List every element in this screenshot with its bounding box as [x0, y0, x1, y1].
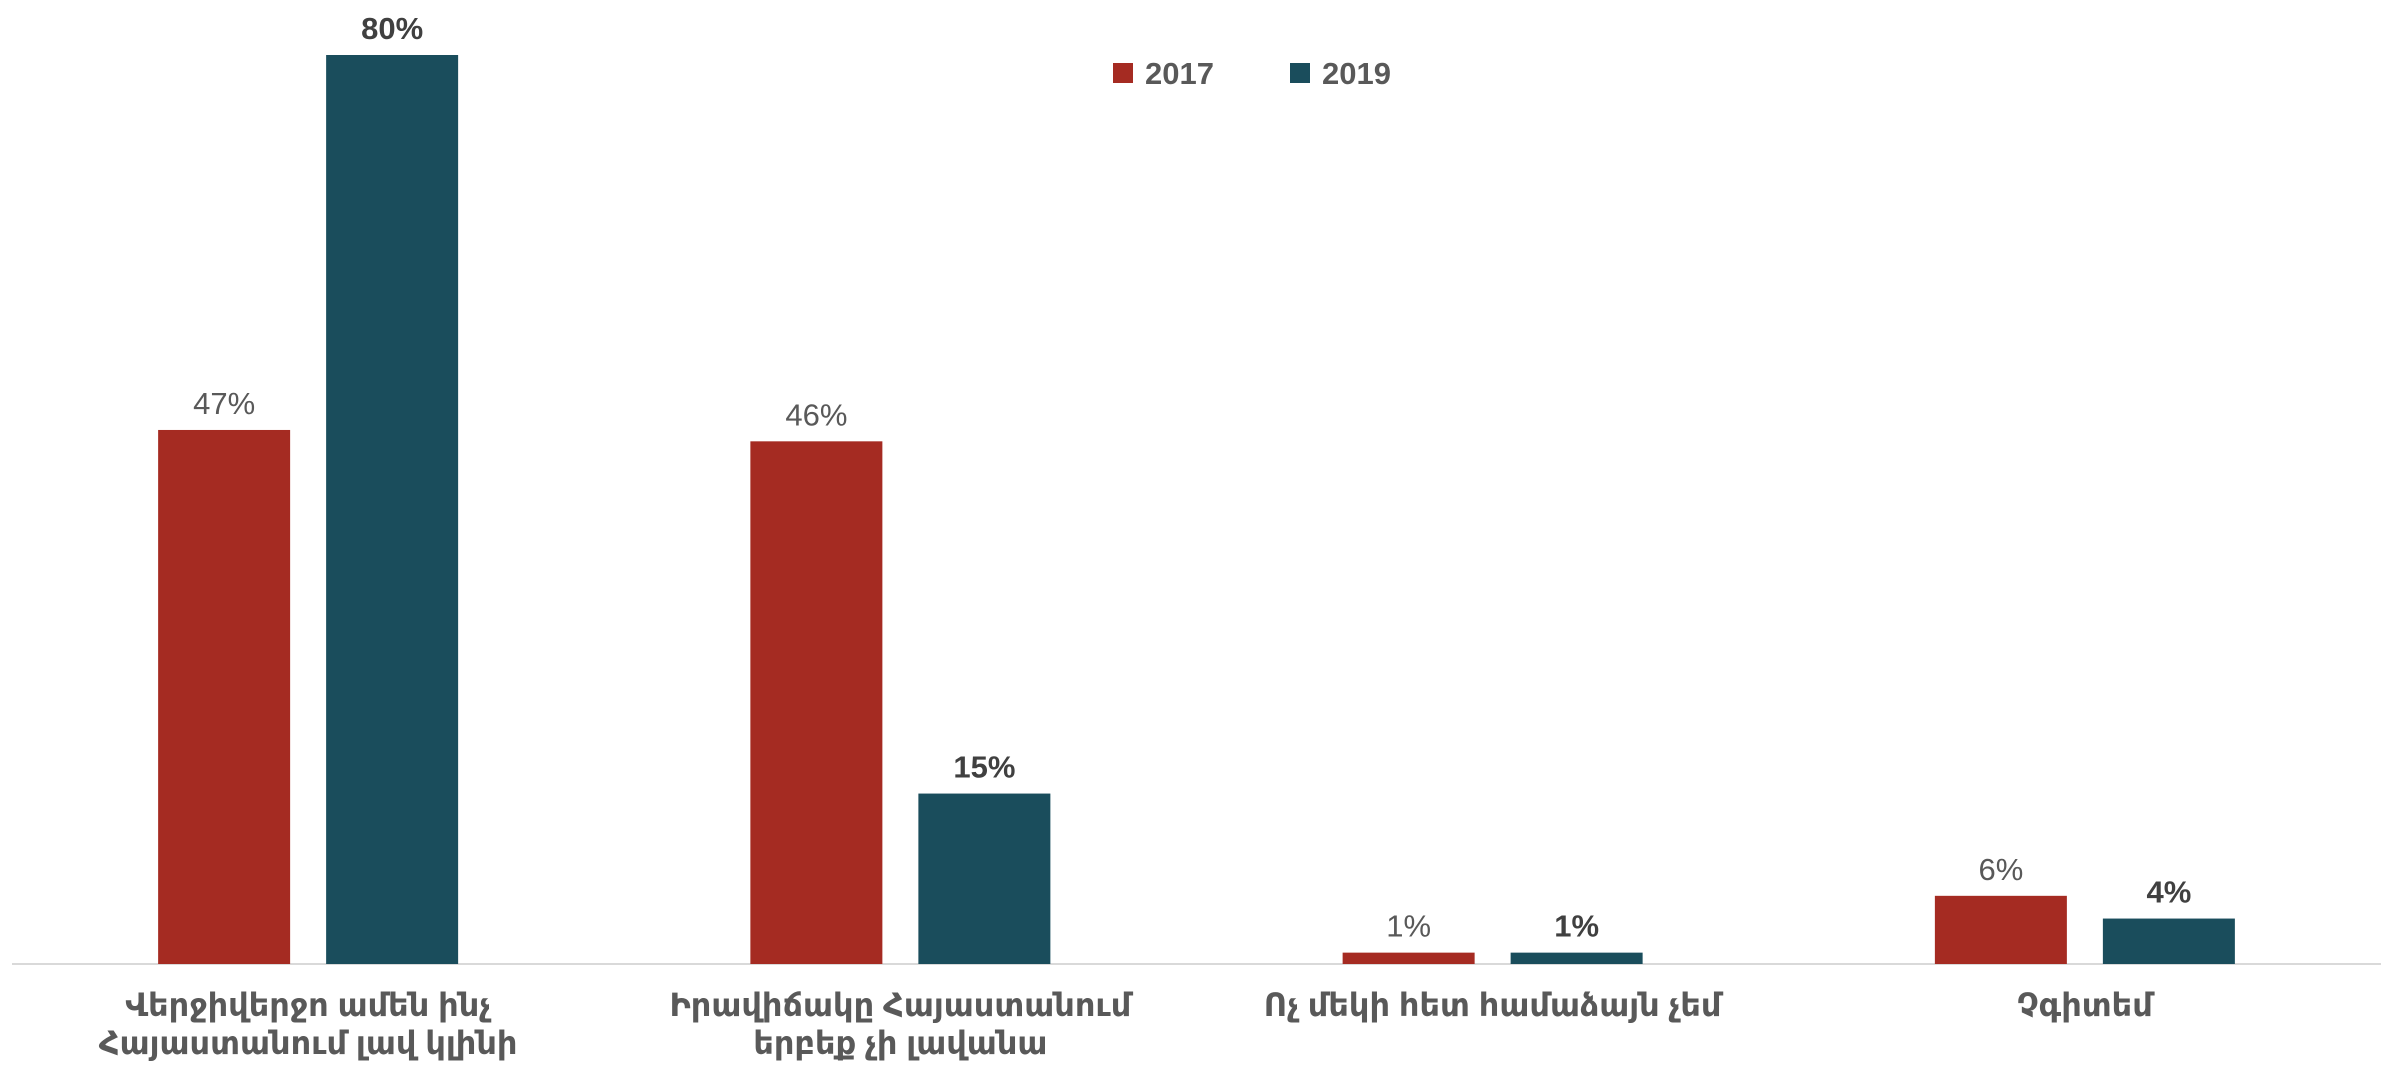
value-label: 1%: [1554, 909, 1599, 944]
bar: [326, 55, 459, 964]
bar: [158, 429, 291, 964]
legend-label: 2017: [1145, 56, 1214, 91]
x-tick-label: Ոչ մեկի հետ համաձայն չեմ: [1263, 987, 1722, 1023]
value-label: 46%: [785, 397, 847, 432]
value-label: 6%: [1978, 852, 2023, 887]
value-label: 4%: [2146, 875, 2191, 910]
bar: [918, 793, 1051, 964]
value-label: 1%: [1386, 909, 1431, 944]
bar: [1510, 952, 1643, 964]
value-label: 15%: [953, 750, 1015, 785]
x-tick-label: Չգիտեմ: [2017, 987, 2153, 1023]
bar: [2102, 918, 2235, 964]
value-label: 80%: [361, 11, 423, 46]
bar: [1342, 952, 1475, 964]
bar: [750, 441, 883, 964]
legend-swatch: [1290, 63, 1310, 83]
bar: [1934, 895, 2067, 964]
legend-label: 2019: [1322, 56, 1391, 91]
x-tick-label: Իրավիճակը Հայաստանում երբեք չի լավանա: [669, 987, 1132, 1061]
x-tick-label: Վերջիվերջո ամեն ինչ Հայաստանում լավ կլին…: [98, 987, 518, 1061]
value-label: 47%: [193, 386, 255, 421]
legend-swatch: [1113, 63, 1133, 83]
